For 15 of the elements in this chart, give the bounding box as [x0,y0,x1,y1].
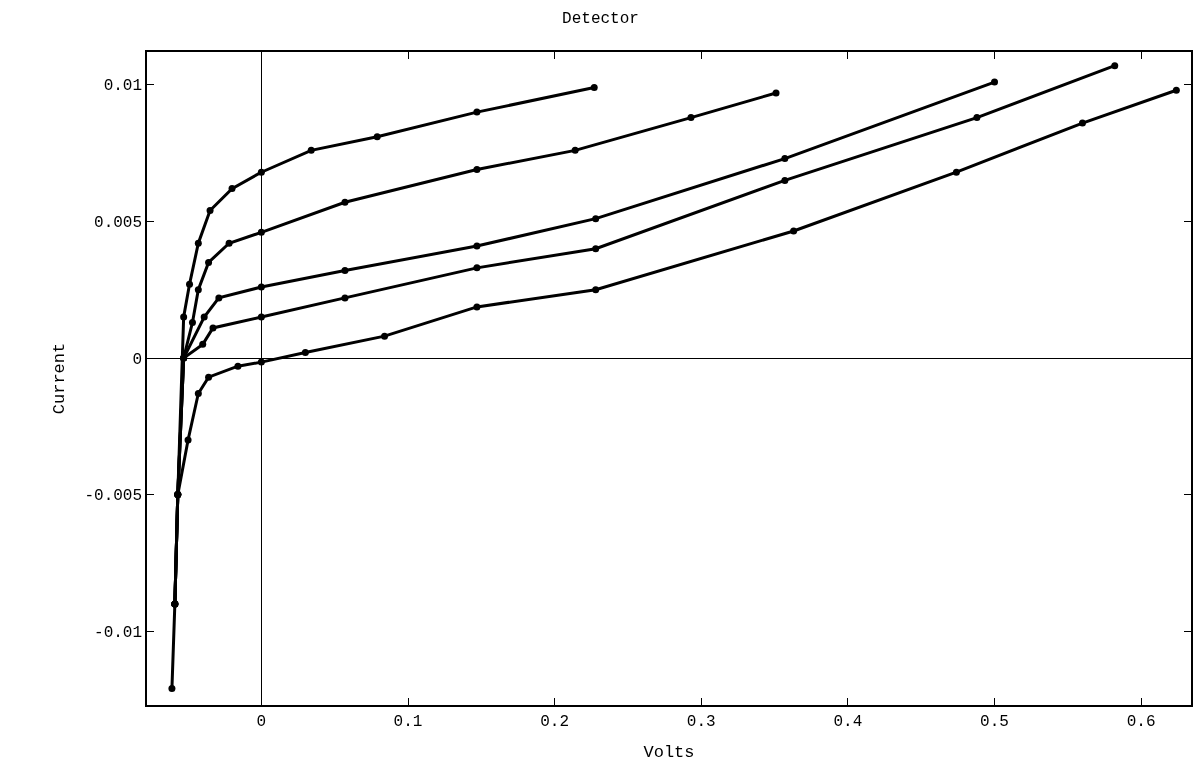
x-axis-title: Volts [643,742,695,762]
y-tick-label: 0.01 [103,77,143,96]
y-axis-title: Current [50,342,70,415]
x-tick-label: 0 [256,712,267,731]
y-tick-label: 0 [132,350,143,369]
y-tick-label: 0.005 [94,214,143,232]
x-tick-label: 0.4 [833,712,863,731]
y-tick-label: -0.005 [84,487,143,506]
x-tick-label: 0.3 [686,712,716,731]
x-tick-label: 0.2 [540,712,570,731]
y-tick-label: -0.01 [94,623,143,642]
x-tick-label: 0.5 [980,712,1009,731]
chart-title: Detector [562,9,639,28]
x-tick-label: 0.6 [1126,712,1156,731]
x-tick-label: 0.1 [393,712,423,731]
